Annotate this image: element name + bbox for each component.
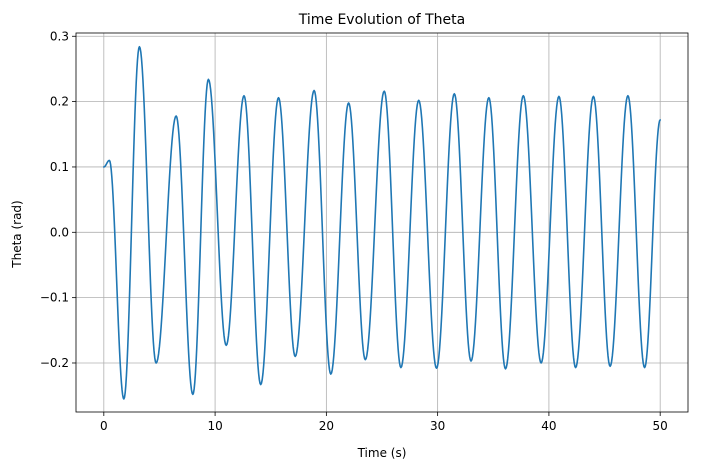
x-tick-label: 30 (430, 419, 445, 433)
x-tick-label: 40 (541, 419, 556, 433)
x-axis-label: Time (s) (357, 446, 407, 460)
y-tick-label: 0.0 (50, 225, 69, 239)
series-layer (103, 45, 661, 400)
y-tick-label: −0.1 (40, 291, 69, 305)
plot-frame (75, 32, 689, 413)
grid (76, 33, 688, 412)
x-tick-label: 50 (653, 419, 668, 433)
y-axis-label: Theta (rad) (10, 200, 24, 268)
x-axis: 0 10 20 30 40 50 (100, 412, 668, 433)
x-tick-label: 20 (319, 419, 334, 433)
y-tick-label: 0.3 (50, 29, 69, 43)
y-tick-label: 0.1 (50, 160, 69, 174)
chart-title: Time Evolution of Theta (298, 12, 466, 28)
y-tick-label: −0.2 (40, 356, 69, 370)
y-axis: −0.2 −0.1 0.0 0.1 0.2 0.3 (40, 29, 76, 370)
x-tick-label: 0 (100, 419, 108, 433)
x-tick-label: 10 (207, 419, 222, 433)
theta-series-line (103, 45, 661, 400)
y-tick-label: 0.2 (50, 95, 69, 109)
